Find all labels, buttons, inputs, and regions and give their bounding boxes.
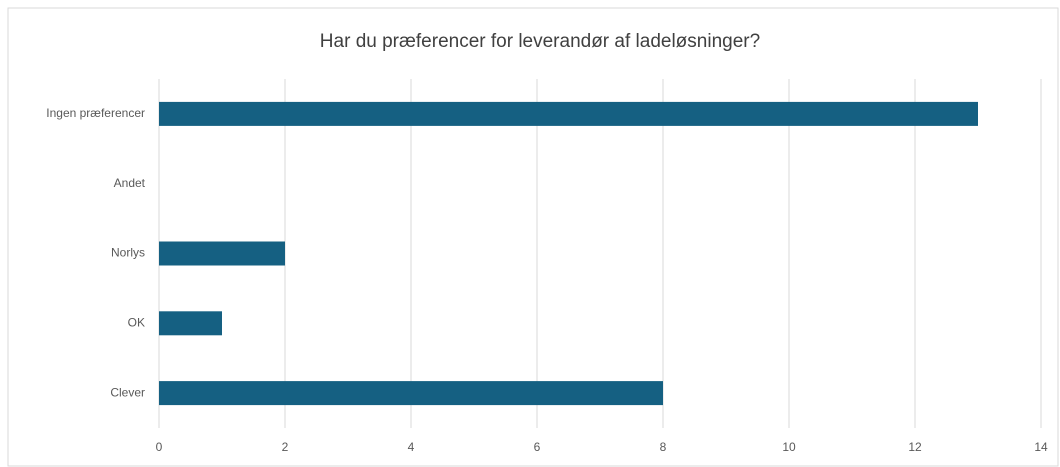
bar xyxy=(159,381,663,406)
x-tick-label: 2 xyxy=(282,440,289,454)
y-tick-label: Norlys xyxy=(111,246,145,260)
x-tick-label: 8 xyxy=(660,440,667,454)
y-tick-label: Andet xyxy=(114,176,146,190)
bar xyxy=(159,101,978,126)
y-tick-label: OK xyxy=(128,315,145,329)
bar xyxy=(159,241,285,266)
x-tick-label: 10 xyxy=(782,440,796,454)
x-tick-label: 14 xyxy=(1034,440,1048,454)
y-tick-label: Clever xyxy=(110,385,145,399)
x-tick-label: 0 xyxy=(156,440,163,454)
chart-title: Har du præferencer for leverandør af lad… xyxy=(320,31,760,52)
y-tick-label: Ingen præferencer xyxy=(46,106,145,120)
x-tick-label: 12 xyxy=(908,440,922,454)
x-tick-label: 6 xyxy=(534,440,541,454)
x-tick-label: 4 xyxy=(408,440,415,454)
bar xyxy=(159,311,222,336)
